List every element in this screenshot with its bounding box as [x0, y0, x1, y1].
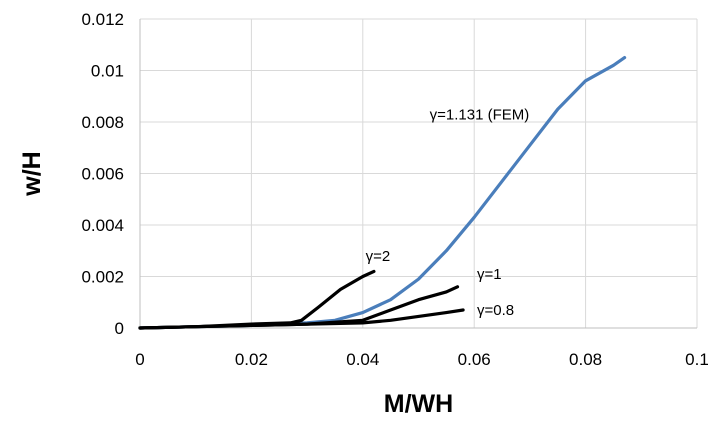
x-tick-labels: 0 0.02 0.04 0.06 0.08 0.1	[135, 350, 709, 369]
x-tick-label: 0.02	[235, 350, 268, 369]
y-tick-label: 0.004	[81, 216, 124, 235]
x-tick-label: 0.06	[458, 350, 491, 369]
x-tick-label: 0.1	[685, 350, 709, 369]
y-tick-label: 0	[115, 319, 124, 338]
annotation-label: γ=2	[366, 248, 391, 265]
y-tick-label: 0.008	[81, 113, 124, 132]
x-tick-label: 0.04	[346, 350, 379, 369]
annotation-label: γ=1	[477, 266, 502, 283]
y-tick-labels: 0 0.002 0.004 0.006 0.008 0.01 0.012	[81, 10, 124, 338]
y-axis-label: w/H	[18, 151, 46, 196]
y-tick-label: 0.012	[81, 10, 124, 29]
series-line-3	[138, 308, 465, 330]
annotation-label: γ=0.8	[477, 302, 514, 319]
grid	[139, 18, 698, 329]
x-tick-label: 0	[135, 350, 144, 369]
x-tick-label: 0.08	[569, 350, 602, 369]
series-lines	[138, 56, 627, 330]
x-axis-label: M/WH	[384, 390, 453, 418]
y-tick-label: 0.002	[81, 268, 124, 287]
axes	[139, 19, 697, 329]
y-tick-label: 0.006	[81, 165, 124, 184]
annotations: γ=1.131 (FEM) γ=2 γ=1 γ=0.8	[366, 106, 530, 319]
series-line-0	[138, 56, 627, 330]
y-tick-label: 0.01	[91, 62, 124, 81]
annotation-label: γ=1.131 (FEM)	[430, 106, 530, 123]
